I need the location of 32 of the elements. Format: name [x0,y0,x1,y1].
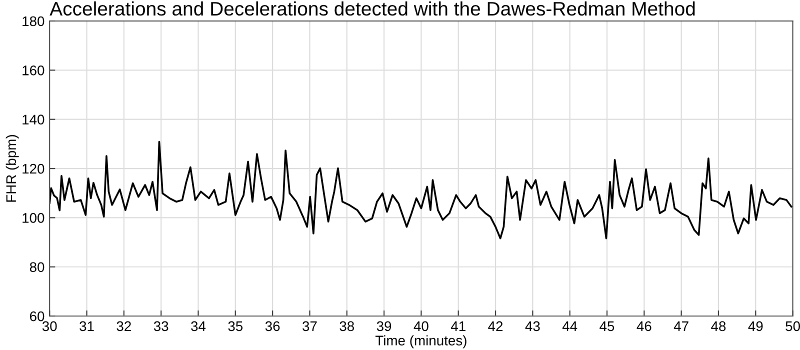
x-tick-label: 38 [340,321,354,332]
x-tick-label: 42 [488,321,503,331]
x-tick-label: 40 [414,321,428,332]
x-tick-label: 50 [786,321,800,332]
x-tick-label: 48 [711,321,726,332]
x-tick-label: 37 [302,321,317,332]
y-tick-label: 160 [22,66,44,76]
x-tick-label: 41 [450,321,466,331]
x-tick-label: 36 [265,321,280,332]
x-tick-label: 32 [116,321,131,332]
x-tick-label: 31 [80,321,94,332]
x-tick-label: 30 [42,321,57,332]
x-tick-label: 43 [525,321,540,332]
x-tick-label: 35 [228,321,243,332]
x-tick-label: 47 [674,321,688,331]
x-tick-label: 46 [636,321,652,332]
x-tick-label: 39 [376,321,392,332]
line-series [50,140,792,240]
y-tick-label: 80 [30,262,44,272]
y-axis-title: FHR (bpm) [6,135,19,202]
x-tick-label: 44 [562,321,578,331]
x-tick-label: 49 [748,321,763,332]
y-tick-label: 120 [22,164,44,174]
y-tick-label: 60 [30,311,44,322]
y-tick-label: 140 [22,114,44,125]
x-axis-title: Time (minutes) [375,335,466,348]
y-tick-label: 180 [22,16,44,26]
x-tick-label: 33 [154,321,168,332]
x-tick-label: 45 [600,321,614,332]
chart-title: Accelerations and Decelerations detected with the Dawes-Redman Method [50,1,695,16]
y-tick-label: 100 [22,213,44,223]
x-tick-label: 34 [191,321,206,332]
